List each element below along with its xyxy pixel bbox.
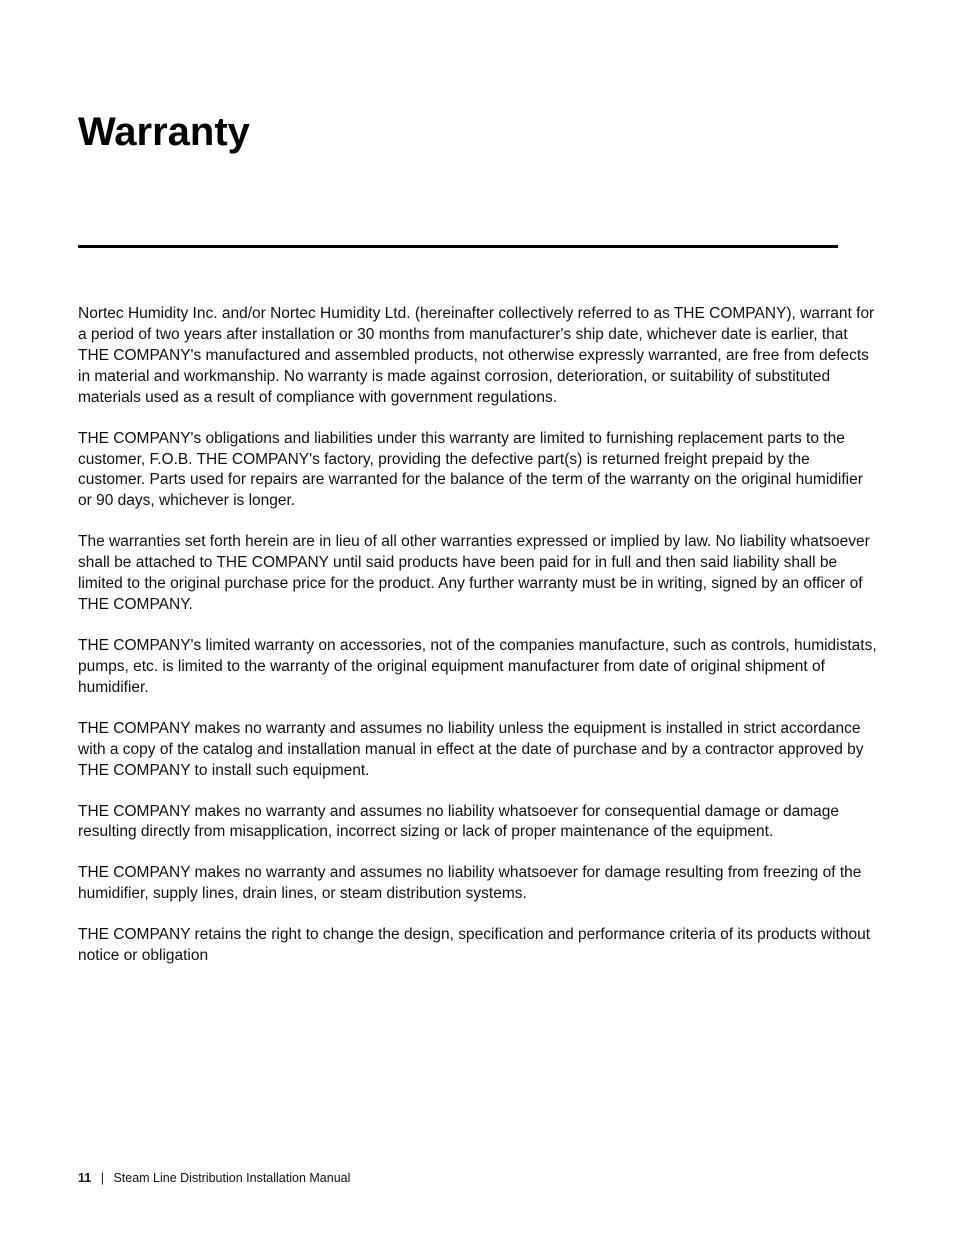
paragraph: THE COMPANY's obligations and liabilitie… xyxy=(78,429,878,513)
paragraph: The warranties set forth herein are in l… xyxy=(78,532,878,616)
footer-doc-title: Steam Line Distribution Installation Man… xyxy=(113,1171,350,1185)
paragraph: THE COMPANY makes no warranty and assume… xyxy=(78,802,878,844)
paragraph: THE COMPANY makes no warranty and assume… xyxy=(78,863,878,905)
footer-separator: | xyxy=(101,1171,104,1185)
page-title: Warranty xyxy=(78,110,878,155)
page-number: 11 xyxy=(78,1171,91,1185)
horizontal-rule xyxy=(78,245,838,248)
body-text: Nortec Humidity Inc. and/or Nortec Humid… xyxy=(78,304,878,967)
paragraph: Nortec Humidity Inc. and/or Nortec Humid… xyxy=(78,304,878,409)
paragraph: THE COMPANY's limited warranty on access… xyxy=(78,636,878,699)
page-content: Warranty Nortec Humidity Inc. and/or Nor… xyxy=(78,110,878,987)
paragraph: THE COMPANY makes no warranty and assume… xyxy=(78,719,878,782)
paragraph: THE COMPANY retains the right to change … xyxy=(78,925,878,967)
page-footer: 11 | Steam Line Distribution Installatio… xyxy=(78,1171,350,1185)
